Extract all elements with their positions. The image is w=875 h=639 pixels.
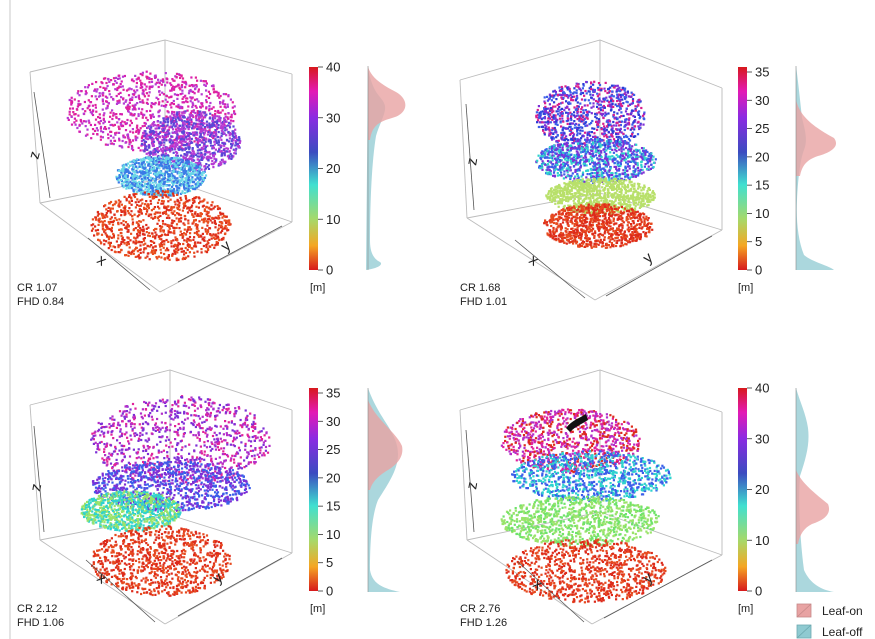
panel-1-z-label: z	[25, 149, 43, 161]
panel-1-box	[29, 39, 293, 293]
colorbar-tick-label: 30	[326, 110, 340, 125]
colorbar-tick-label: 30	[755, 93, 769, 108]
colorbar-tick-label: 25	[326, 442, 340, 457]
panel-3-colorbar-ticks: 35 30 25 20 15 10 5 0	[318, 386, 340, 599]
colorbar-tick-label: 0	[326, 263, 333, 278]
panel-3-colorbar	[309, 388, 318, 591]
panel-3-cr: CR 2.12	[17, 603, 57, 615]
panel-4-fhd: FHD 1.26	[460, 617, 507, 629]
colorbar-tick-label: 20	[755, 149, 769, 164]
panel-2-colorbar	[738, 67, 747, 270]
panel-3-z-label: z	[27, 482, 45, 492]
colorbar-tick-label: 10	[755, 206, 769, 221]
panel-1-profile	[366, 66, 406, 270]
panel-2-cr: CR 1.68	[460, 282, 500, 294]
colorbar-tick-label: 30	[755, 431, 769, 446]
colorbar-tick-label: 20	[326, 161, 340, 176]
panel-2-points	[535, 80, 657, 249]
colorbar-tick-label: 10	[326, 212, 340, 227]
colorbar-tick-label: 40	[755, 381, 769, 396]
panel-4-colorbar-ticks: 40 30 20 10 0	[747, 381, 769, 599]
colorbar-tick-label: 0	[326, 584, 333, 599]
panel-4-z-label: z	[463, 480, 481, 490]
panel-2-colorbar-ticks: 35 30 25 20 15 10 5 0	[747, 65, 769, 278]
colorbar-tick-label: 15	[755, 178, 769, 193]
colorbar-tick-label: 5	[326, 555, 333, 570]
panel-1-fhd: FHD 0.84	[17, 296, 64, 308]
colorbar-tick-label: 0	[755, 584, 762, 599]
colorbar-tick-label: 30	[326, 414, 340, 429]
colorbar-tick-label: 20	[326, 470, 340, 485]
panel-4-cr: CR 2.76	[460, 603, 500, 615]
panel-1-colorbar	[309, 67, 318, 270]
panel-3-fhd: FHD 1.06	[17, 617, 64, 629]
colorbar-tick-label: 20	[755, 482, 769, 497]
panel-2-unit: [m]	[738, 282, 753, 294]
panel-1-colorbar-ticks: 40 30 20 10 0	[318, 60, 340, 278]
panel-1-y-label: y	[218, 237, 235, 255]
colorbar-tick-label: 40	[326, 60, 340, 75]
panel-1-cr: CR 1.07	[17, 282, 57, 294]
colorbar-tick-label: 10	[755, 533, 769, 548]
colorbar-tick-label: 35	[326, 386, 340, 401]
panel-2-y-label: y	[640, 249, 657, 267]
legend: Leaf-on Leaf-off	[796, 603, 863, 639]
legend-item-leaf-off: Leaf-off	[796, 624, 863, 639]
panel-2-fhd: FHD 1.01	[460, 296, 507, 308]
panel-3-profile	[367, 388, 403, 592]
colorbar-tick-label: 10	[326, 527, 340, 542]
legend-label-leaf-on: Leaf-on	[822, 604, 863, 618]
panel-4-bird-silhouette	[566, 414, 588, 432]
panel-2-z-label: z	[463, 156, 481, 166]
colorbar-tick-label: 5	[755, 234, 762, 249]
panel-4-profile	[795, 388, 834, 592]
panel-4-colorbar	[738, 388, 747, 591]
panel-1-unit: [m]	[310, 282, 325, 294]
colorbar-tick-label: 15	[326, 499, 340, 514]
colorbar-tick-label: 0	[755, 263, 762, 278]
panel-3-points	[80, 395, 271, 597]
panel-3-unit: [m]	[310, 603, 325, 615]
panel-1-points	[66, 70, 242, 262]
colorbar-tick-label: 25	[755, 121, 769, 136]
legend-label-leaf-off: Leaf-off	[822, 625, 863, 639]
colorbar-tick-label: 35	[755, 65, 769, 80]
panel-4-unit: [m]	[738, 603, 753, 615]
legend-item-leaf-on: Leaf-on	[796, 603, 863, 618]
panel-2-profile	[795, 66, 837, 270]
